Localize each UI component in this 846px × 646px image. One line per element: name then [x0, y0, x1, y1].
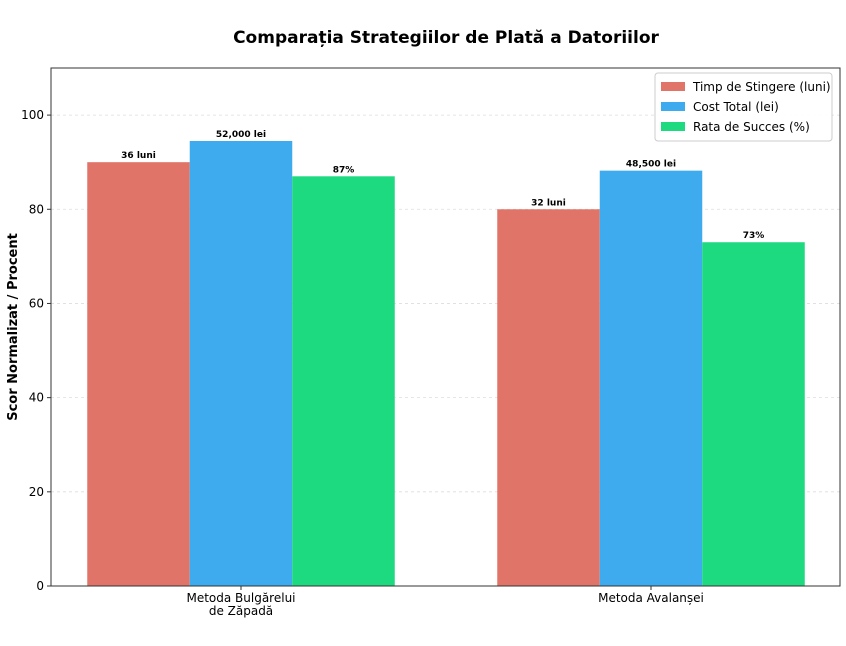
y-tick-label: 100 — [21, 108, 44, 122]
plot-frame — [50, 67, 841, 587]
y-tick-label: 0 — [36, 579, 44, 593]
y-tick-label: 80 — [29, 202, 44, 216]
legend-box — [654, 72, 833, 142]
bar — [702, 242, 805, 586]
bar-value-label: 32 luni — [531, 198, 566, 208]
bar-value-label: 48,500 lei — [626, 160, 676, 170]
bar — [292, 176, 395, 587]
bar — [87, 162, 190, 586]
legend-swatch — [661, 102, 685, 111]
y-axis-ticks: 0 20 40 60 80 100 — [21, 108, 51, 593]
bar-value-label: 73% — [743, 231, 765, 241]
bar-value-label: 52,000 lei — [216, 130, 266, 140]
legend-swatch — [661, 122, 685, 131]
y-axis-label: Scor Normalizat / Procent — [6, 233, 21, 421]
legend-swatch — [661, 82, 685, 91]
y-tick-label: 40 — [29, 391, 44, 405]
bar-value-label: 36 luni — [121, 151, 156, 161]
x-tick-label: Metoda Bulgărelui — [186, 591, 295, 605]
legend: Timp de Stingere (luni) Cost Total (lei) R… — [654, 72, 833, 142]
legend-label: Cost Total (lei) — [693, 100, 779, 114]
bar-value-label: 87% — [333, 165, 355, 175]
bar — [497, 209, 600, 587]
bar-labels-group: 36 luni 52,000 lei 87% 32 luni 48,500 lei 73% — [121, 130, 764, 241]
chart-title: Comparația Strategiilor de Plată a Dator… — [233, 28, 659, 48]
legend-label: Timp de Stingere (luni) — [692, 80, 831, 94]
bar — [189, 140, 293, 586]
bars-group — [87, 140, 805, 587]
y-tick-label: 20 — [29, 485, 44, 499]
x-tick-label: Metoda Avalanșei — [598, 591, 704, 605]
legend-label: Rata de Succes (%) — [693, 120, 810, 134]
y-tick-label: 60 — [29, 296, 44, 310]
x-tick-label: de Zăpadă — [209, 604, 273, 618]
bar — [599, 170, 703, 586]
